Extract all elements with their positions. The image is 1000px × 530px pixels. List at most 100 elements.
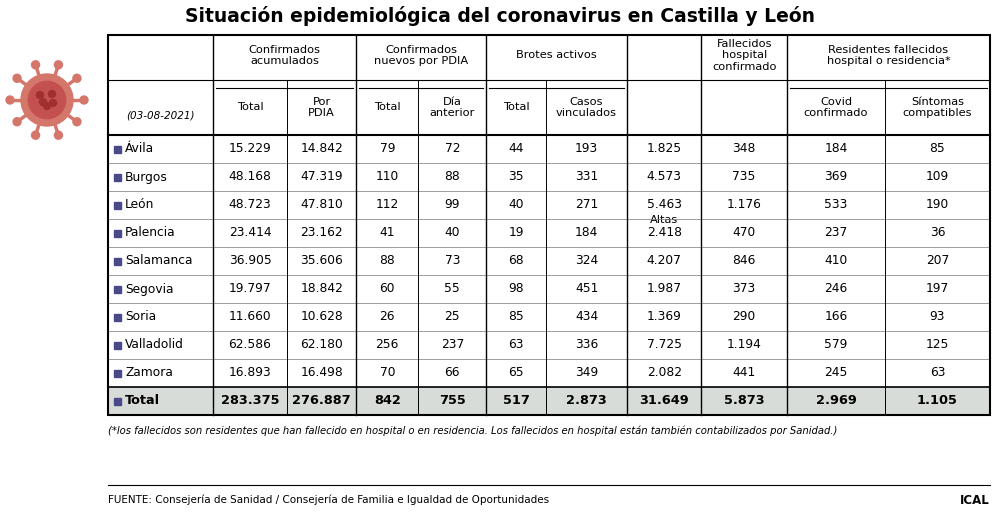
Text: 166: 166 (824, 311, 848, 323)
Circle shape (50, 100, 56, 107)
Text: 48.723: 48.723 (229, 199, 271, 211)
Text: Covid
confirmado: Covid confirmado (804, 96, 868, 118)
Text: 245: 245 (824, 367, 848, 379)
Circle shape (44, 102, 50, 110)
Text: 324: 324 (575, 254, 598, 268)
Circle shape (80, 96, 88, 104)
Circle shape (21, 74, 73, 126)
Text: 331: 331 (575, 171, 598, 183)
Text: 63: 63 (508, 339, 524, 351)
Text: 246: 246 (824, 282, 848, 296)
Text: 79: 79 (380, 143, 395, 155)
Text: Salamanca: Salamanca (125, 254, 192, 268)
Text: 40: 40 (445, 226, 460, 240)
Text: 197: 197 (926, 282, 949, 296)
Circle shape (40, 99, 46, 105)
Text: Total: Total (125, 394, 160, 408)
Text: 35: 35 (508, 171, 524, 183)
Text: 7.725: 7.725 (647, 339, 682, 351)
Text: 1.987: 1.987 (647, 282, 682, 296)
Text: 63: 63 (930, 367, 945, 379)
Text: Burgos: Burgos (125, 171, 168, 183)
Text: 125: 125 (926, 339, 949, 351)
Text: Residentes fallecidos
hospital o residencia*: Residentes fallecidos hospital o residen… (827, 45, 950, 66)
Text: León: León (125, 199, 154, 211)
Bar (114, 201, 121, 208)
Text: 348: 348 (732, 143, 756, 155)
Text: Total: Total (374, 102, 401, 112)
Text: 349: 349 (575, 367, 598, 379)
Text: 85: 85 (930, 143, 945, 155)
Text: Brotes activos: Brotes activos (516, 50, 597, 60)
Text: Valladolid: Valladolid (125, 339, 184, 351)
Text: Por
PDIA: Por PDIA (308, 96, 335, 118)
Bar (108, 387, 990, 415)
Text: 85: 85 (508, 311, 524, 323)
Text: 35.606: 35.606 (300, 254, 343, 268)
Text: 842: 842 (374, 394, 401, 408)
Text: Día
anterior: Día anterior (430, 96, 475, 118)
Text: ICAL: ICAL (960, 493, 990, 507)
Text: 112: 112 (376, 199, 399, 211)
Text: 110: 110 (376, 171, 399, 183)
Text: 410: 410 (824, 254, 848, 268)
Text: 19.797: 19.797 (229, 282, 271, 296)
Text: 517: 517 (503, 394, 530, 408)
Text: 579: 579 (824, 339, 848, 351)
Text: 70: 70 (380, 367, 395, 379)
Text: 40: 40 (508, 199, 524, 211)
Text: 47.319: 47.319 (300, 171, 343, 183)
Text: 207: 207 (926, 254, 949, 268)
Text: 60: 60 (380, 282, 395, 296)
Text: 98: 98 (508, 282, 524, 296)
Circle shape (13, 118, 21, 126)
Bar (114, 173, 121, 181)
Bar (114, 341, 121, 349)
Circle shape (73, 118, 81, 126)
Text: 55: 55 (444, 282, 460, 296)
Text: Zamora: Zamora (125, 367, 173, 379)
Text: 73: 73 (445, 254, 460, 268)
Text: 2.873: 2.873 (566, 394, 607, 408)
Bar (108, 35, 990, 415)
Text: Fallecidos
hospital
confirmado: Fallecidos hospital confirmado (712, 39, 776, 72)
Text: 373: 373 (733, 282, 756, 296)
Text: 1.105: 1.105 (917, 394, 958, 408)
Text: 451: 451 (575, 282, 598, 296)
Text: 369: 369 (824, 171, 848, 183)
Circle shape (28, 81, 66, 119)
Text: 276.887: 276.887 (292, 394, 351, 408)
Text: (03-08-2021): (03-08-2021) (126, 110, 195, 120)
Text: 88: 88 (444, 171, 460, 183)
Text: Casos
vinculados: Casos vinculados (556, 96, 617, 118)
Text: 36: 36 (930, 226, 945, 240)
Text: 72: 72 (445, 143, 460, 155)
Text: 88: 88 (379, 254, 395, 268)
Text: 11.660: 11.660 (229, 311, 271, 323)
Text: (*los fallecidos son residentes que han fallecido en hospital o en residencia. L: (*los fallecidos son residentes que han … (108, 425, 837, 436)
Text: 44: 44 (508, 143, 524, 155)
Text: 434: 434 (575, 311, 598, 323)
Text: 2.082: 2.082 (647, 367, 682, 379)
Text: 1.369: 1.369 (647, 311, 682, 323)
Text: 441: 441 (733, 367, 756, 379)
Text: Situación epidemiológica del coronavirus en Castilla y León: Situación epidemiológica del coronavirus… (185, 6, 815, 26)
Text: 1.194: 1.194 (727, 339, 762, 351)
Text: 16.893: 16.893 (229, 367, 271, 379)
Text: 47.810: 47.810 (300, 199, 343, 211)
Text: 237: 237 (824, 226, 848, 240)
Circle shape (54, 131, 62, 139)
Text: 4.573: 4.573 (647, 171, 682, 183)
Text: 5.463: 5.463 (647, 199, 682, 211)
Text: 184: 184 (575, 226, 598, 240)
Text: 735: 735 (732, 171, 756, 183)
Text: 336: 336 (575, 339, 598, 351)
Text: 256: 256 (376, 339, 399, 351)
Text: Síntomas
compatibles: Síntomas compatibles (903, 96, 972, 118)
Text: 19: 19 (508, 226, 524, 240)
Circle shape (32, 61, 40, 69)
Text: 533: 533 (824, 199, 848, 211)
Text: 68: 68 (508, 254, 524, 268)
Text: 23.414: 23.414 (229, 226, 271, 240)
Text: 16.498: 16.498 (300, 367, 343, 379)
